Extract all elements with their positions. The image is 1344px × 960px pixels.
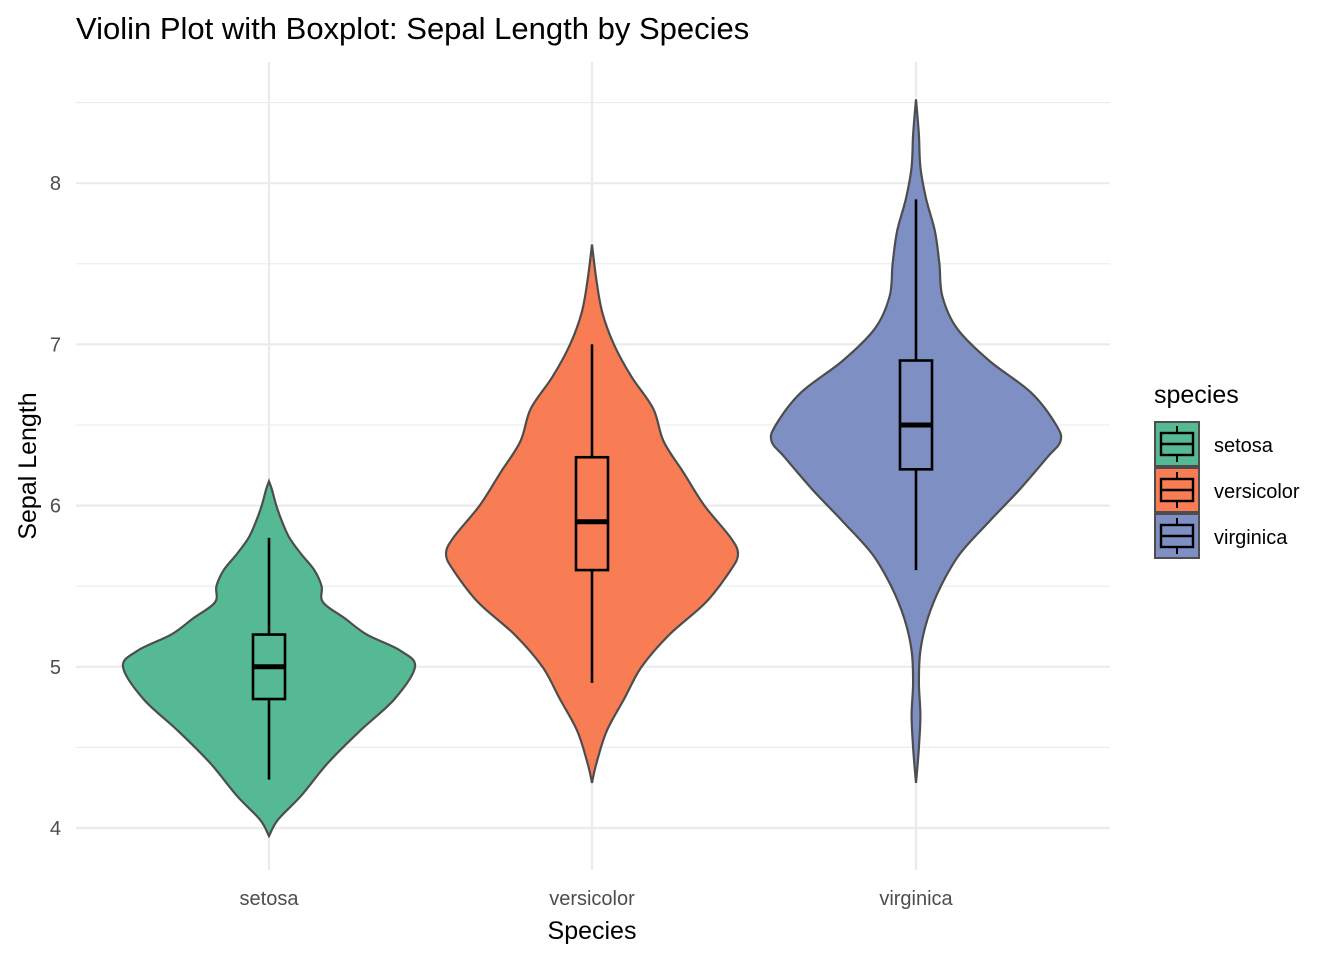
x-tick-label-versicolor: versicolor	[549, 888, 635, 910]
legend-item-setosa: setosa	[1154, 421, 1274, 467]
y-axis-title: Sepal Length	[14, 392, 42, 539]
legend-items: setosa versicolor virginica	[1154, 421, 1300, 559]
y-tick-label-0: 4	[50, 818, 61, 840]
legend-label-versicolor: versicolor	[1214, 481, 1300, 503]
chart-title: Violin Plot with Boxplot: Sepal Length b…	[76, 11, 749, 46]
legend-item-virginica: virginica	[1154, 513, 1288, 559]
x-axis-title: Species	[548, 917, 637, 945]
legend-label-setosa: setosa	[1214, 435, 1274, 457]
boxplots	[251, 199, 934, 780]
y-tick-label-4: 8	[50, 173, 61, 195]
legend-label-virginica: virginica	[1214, 527, 1288, 549]
x-tick-label-virginica: virginica	[879, 888, 953, 910]
x-tick-label-setosa: setosa	[240, 888, 300, 910]
legend-item-versicolor: versicolor	[1154, 467, 1300, 513]
y-tick-label-2: 6	[50, 496, 61, 518]
tick-labels: 4 5 6 7 8 setosa versicolor virginica	[50, 173, 954, 910]
legend: species setosa versicolor virginica	[1154, 381, 1300, 559]
y-tick-label-1: 5	[50, 657, 61, 679]
legend-title: species	[1154, 381, 1239, 409]
box-versicolor	[574, 455, 610, 572]
box-virginica	[898, 359, 934, 471]
y-tick-label-3: 7	[50, 334, 61, 356]
